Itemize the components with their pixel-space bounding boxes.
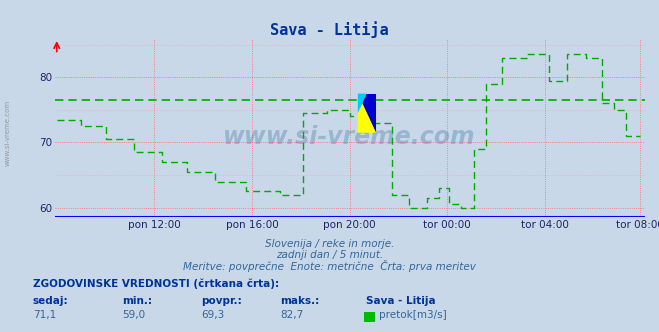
Polygon shape: [358, 94, 376, 133]
Text: zadnji dan / 5 minut.: zadnji dan / 5 minut.: [276, 250, 383, 260]
Text: 82,7: 82,7: [280, 310, 303, 320]
Text: sedaj:: sedaj:: [33, 296, 69, 306]
Text: www.si-vreme.com: www.si-vreme.com: [223, 125, 476, 149]
Text: Sava - Litija: Sava - Litija: [366, 296, 436, 306]
Text: Meritve: povprečne  Enote: metrične  Črta: prva meritev: Meritve: povprečne Enote: metrične Črta:…: [183, 260, 476, 272]
Text: pretok[m3/s]: pretok[m3/s]: [379, 310, 447, 320]
Text: Sava - Litija: Sava - Litija: [270, 22, 389, 39]
Text: maks.:: maks.:: [280, 296, 320, 306]
Text: Slovenija / reke in morje.: Slovenija / reke in morje.: [265, 239, 394, 249]
Text: 71,1: 71,1: [33, 310, 56, 320]
Text: ZGODOVINSKE VREDNOSTI (črtkana črta):: ZGODOVINSKE VREDNOSTI (črtkana črta):: [33, 279, 279, 289]
Text: min.:: min.:: [122, 296, 152, 306]
Polygon shape: [358, 94, 367, 113]
Text: 69,3: 69,3: [201, 310, 224, 320]
Text: povpr.:: povpr.:: [201, 296, 242, 306]
Text: 59,0: 59,0: [122, 310, 145, 320]
Text: www.si-vreme.com: www.si-vreme.com: [5, 100, 11, 166]
Polygon shape: [358, 94, 376, 133]
